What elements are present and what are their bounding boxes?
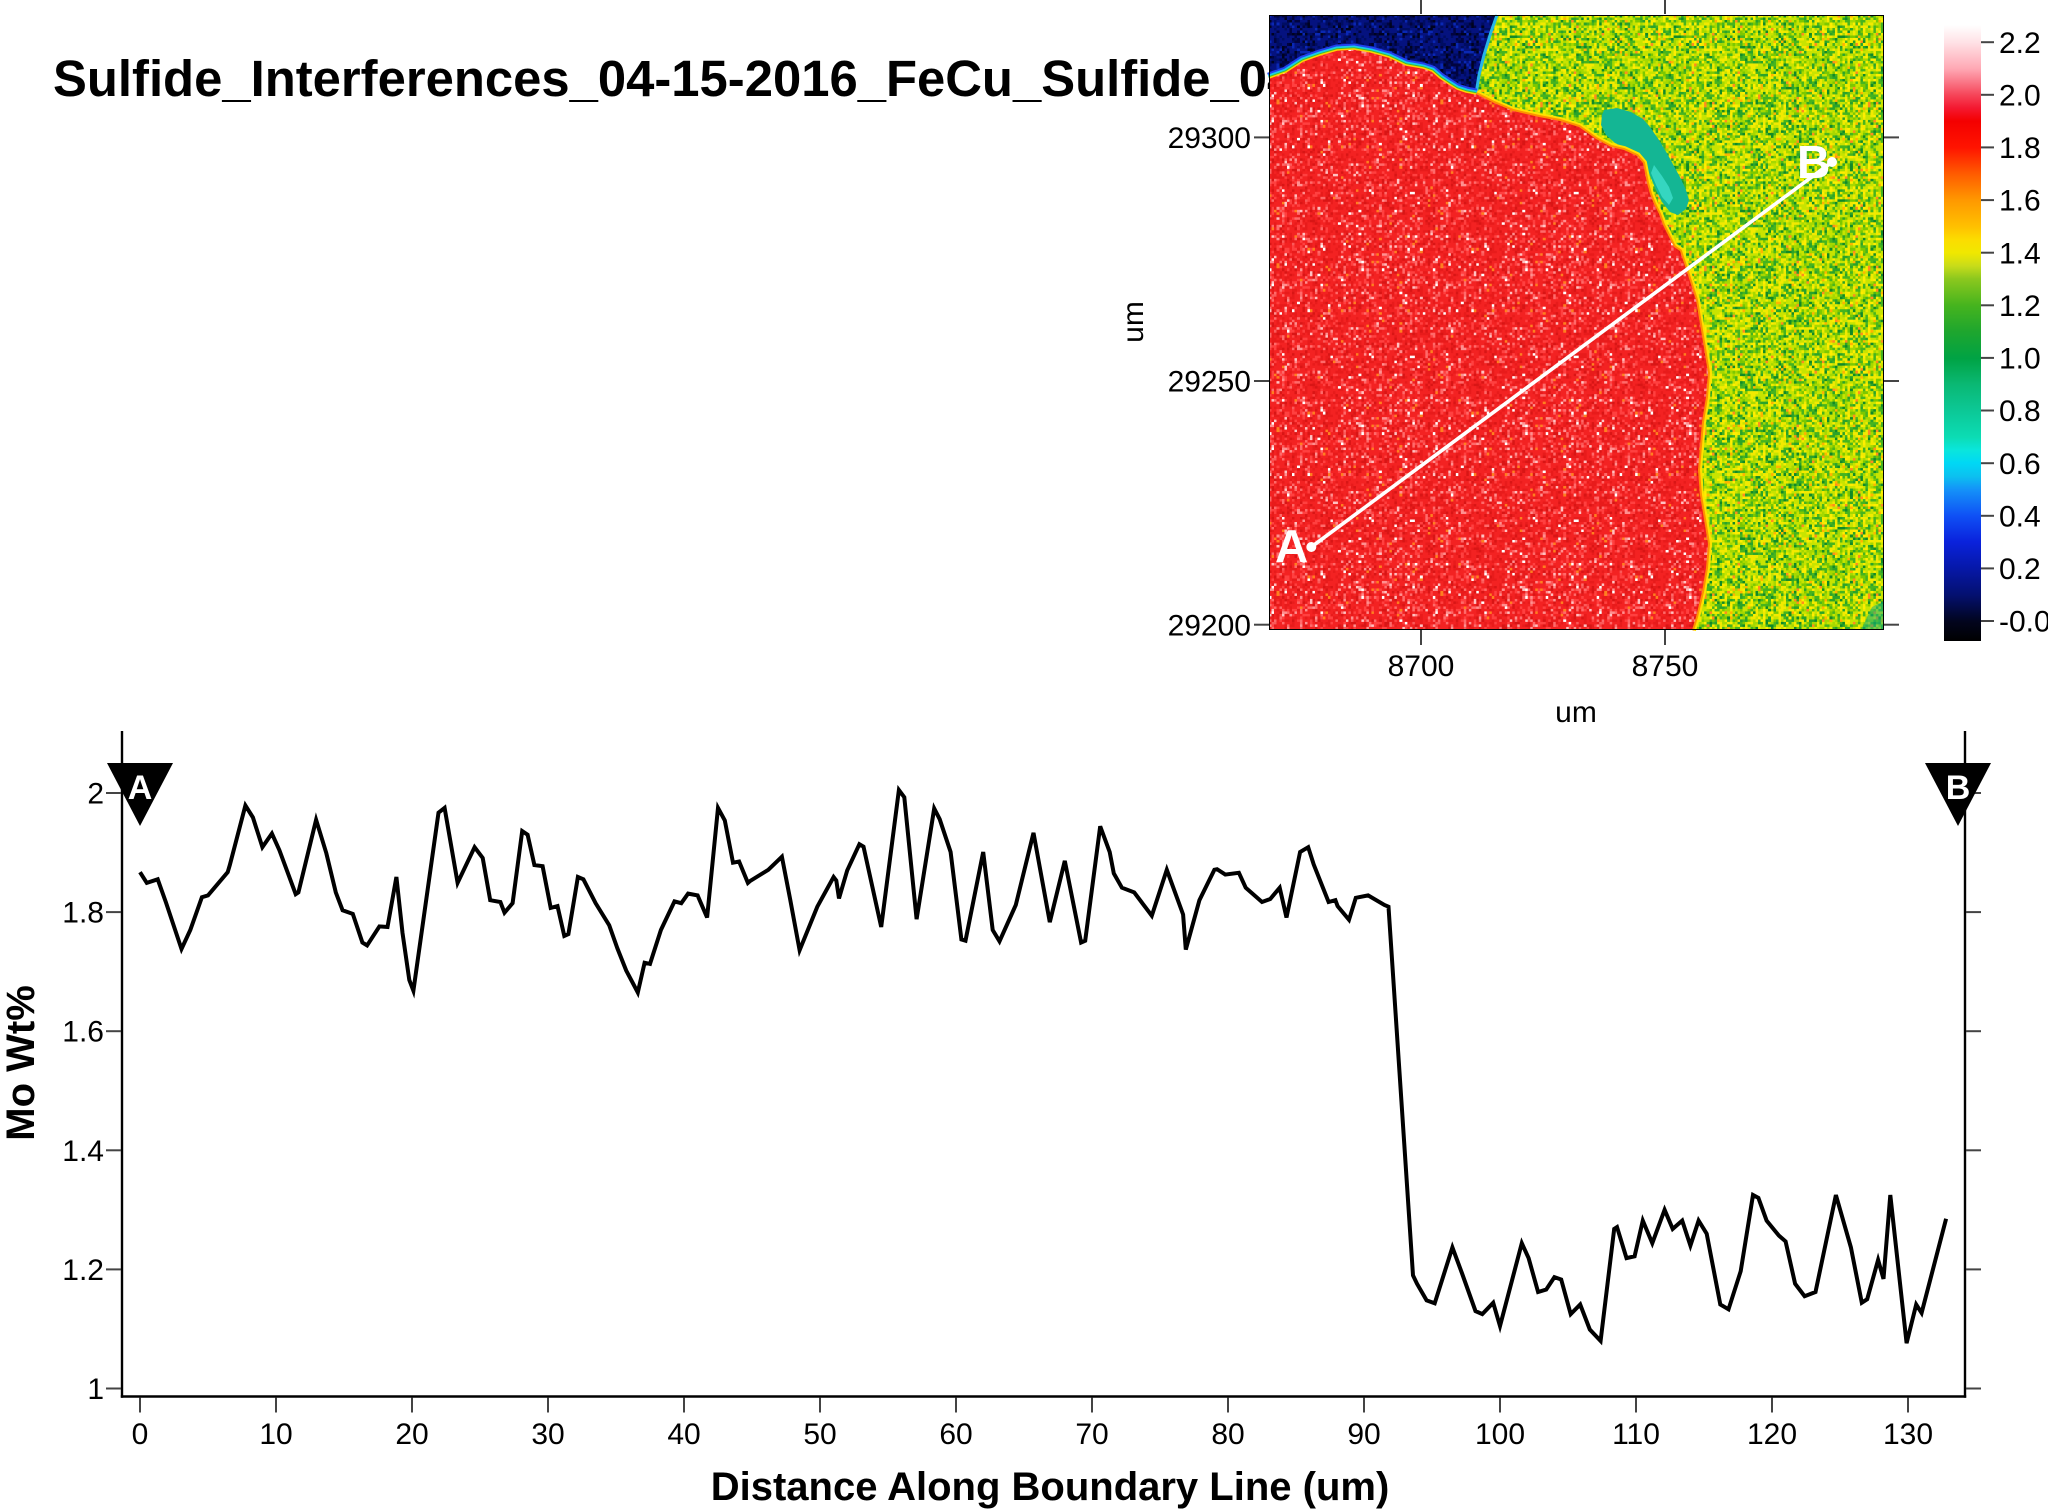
svg-text:10: 10 (259, 1418, 292, 1451)
svg-text:-0.0: -0.0 (1999, 606, 2048, 639)
svg-text:1.2: 1.2 (1999, 290, 2041, 323)
svg-text:1.0: 1.0 (1999, 343, 2041, 376)
svg-text:1: 1 (87, 1373, 104, 1406)
svg-text:2.2: 2.2 (1999, 27, 2041, 60)
svg-text:60: 60 (939, 1418, 972, 1451)
svg-text:1.6: 1.6 (62, 1016, 104, 1049)
svg-text:A: A (128, 769, 153, 807)
svg-text:80: 80 (1211, 1418, 1244, 1451)
svg-text:29300: 29300 (1168, 122, 1251, 155)
svg-text:Mo Wt%: Mo Wt% (0, 985, 43, 1141)
svg-text:1.8: 1.8 (1999, 132, 2041, 165)
svg-text:70: 70 (1075, 1418, 1108, 1451)
svg-text:Sulfide_Interferences_04-15-20: Sulfide_Interferences_04-15-2016_FeCu_Su… (53, 50, 1369, 107)
svg-text:um: um (1555, 696, 1597, 729)
svg-text:110: 110 (1612, 1418, 1660, 1451)
svg-text:120: 120 (1747, 1418, 1797, 1451)
svg-text:40: 40 (667, 1418, 700, 1451)
svg-text:0.4: 0.4 (1999, 500, 2041, 533)
svg-text:100: 100 (1475, 1418, 1525, 1451)
svg-text:0: 0 (132, 1418, 149, 1451)
svg-text:20: 20 (395, 1418, 428, 1451)
svg-text:0.8: 0.8 (1999, 395, 2041, 428)
svg-text:29250: 29250 (1168, 366, 1251, 399)
svg-text:1.6: 1.6 (1999, 185, 2041, 218)
svg-text:8750: 8750 (1632, 650, 1699, 683)
svg-text:50: 50 (803, 1418, 836, 1451)
svg-text:0.6: 0.6 (1999, 448, 2041, 481)
svg-text:2.0: 2.0 (1999, 79, 2041, 112)
svg-text:Distance Along Boundary Line (: Distance Along Boundary Line (um) (711, 1465, 1390, 1509)
svg-text:A: A (1275, 520, 1308, 572)
svg-text:1.8: 1.8 (62, 897, 104, 930)
svg-text:1.4: 1.4 (1999, 237, 2041, 270)
svg-text:B: B (1797, 136, 1830, 188)
svg-text:90: 90 (1347, 1418, 1380, 1451)
svg-text:0.2: 0.2 (1999, 553, 2041, 586)
svg-text:1.2: 1.2 (62, 1254, 104, 1287)
svg-text:2: 2 (87, 778, 104, 811)
svg-text:um: um (1117, 301, 1150, 343)
svg-text:8700: 8700 (1388, 650, 1455, 683)
svg-text:130: 130 (1883, 1418, 1933, 1451)
svg-text:30: 30 (531, 1418, 564, 1451)
svg-text:B: B (1946, 769, 1971, 807)
svg-text:1.4: 1.4 (62, 1135, 104, 1168)
svg-text:29200: 29200 (1168, 609, 1251, 642)
